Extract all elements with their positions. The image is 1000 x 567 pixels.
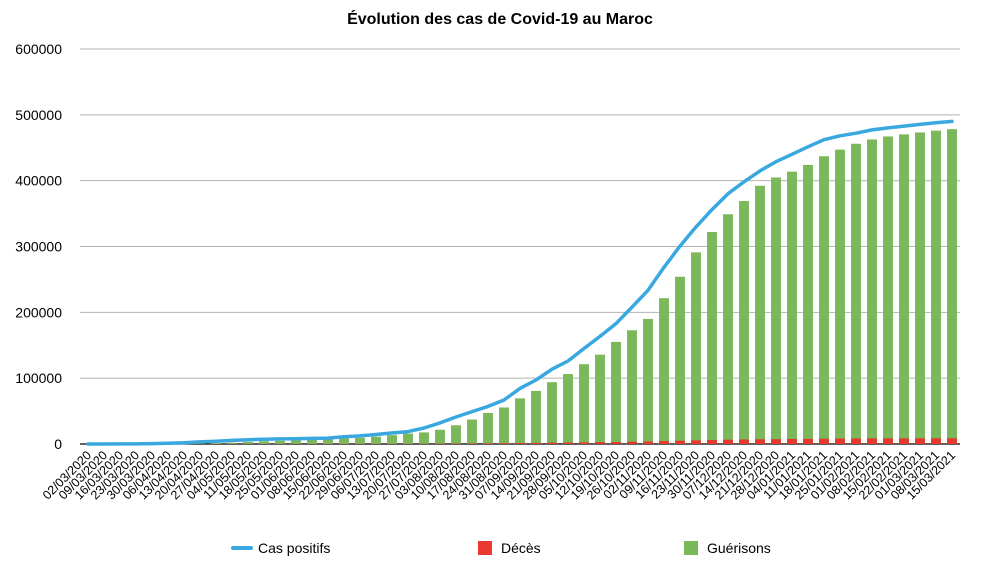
recovered-bar: [275, 440, 285, 444]
recovered-bars: [115, 129, 957, 445]
death-bar: [771, 439, 781, 444]
recovered-bar: [211, 443, 221, 444]
legend-label-cas-positifs: Cas positifs: [258, 540, 330, 556]
y-tick-label: 600000: [15, 41, 62, 57]
recovered-bar: [387, 435, 397, 444]
death-bar: [819, 438, 829, 444]
recovered-bar: [339, 438, 349, 444]
recovered-bar: [579, 364, 589, 444]
recovered-bar: [835, 149, 845, 444]
recovered-bar: [227, 442, 237, 444]
death-bar: [547, 442, 557, 444]
death-bar: [691, 440, 701, 444]
recovered-bar: [723, 214, 733, 444]
recovered-bar: [915, 132, 925, 444]
death-bar: [947, 438, 957, 444]
recovered-bar: [307, 439, 317, 444]
death-bar: [627, 441, 637, 444]
recovered-bar: [435, 429, 445, 444]
death-bar: [515, 442, 525, 444]
recovered-bar: [515, 398, 525, 444]
recovered-bar: [707, 231, 717, 444]
y-tick-label: 300000: [15, 239, 62, 255]
recovered-bar: [291, 440, 301, 444]
recovered-bar: [563, 374, 573, 444]
death-bar: [483, 443, 493, 444]
death-bar: [579, 442, 589, 444]
recovered-bar: [883, 136, 893, 444]
recovered-bar: [771, 177, 781, 444]
recovered-bar: [851, 143, 861, 444]
chart-title: Évolution des cas de Covid-19 au Maroc: [347, 9, 653, 28]
death-bar: [499, 443, 509, 444]
recovered-bar: [739, 200, 749, 444]
recovered-bar: [323, 438, 333, 444]
death-bar: [659, 441, 669, 444]
death-bar: [707, 440, 717, 444]
recovered-bar: [547, 382, 557, 444]
recovered-bar: [243, 441, 253, 444]
recovered-bar: [467, 419, 477, 444]
recovered-bar: [931, 130, 941, 444]
death-bar: [563, 442, 573, 444]
recovered-bar: [419, 432, 429, 444]
cases-line-group: [86, 119, 954, 446]
recovered-bar: [371, 436, 381, 444]
death-bar: [739, 439, 749, 444]
recovered-bar: [675, 276, 685, 444]
death-bar: [867, 438, 877, 444]
legend-label-guerisons: Guérisons: [707, 540, 771, 556]
recovered-bar: [531, 390, 541, 444]
death-bar: [931, 438, 941, 444]
recovered-bar: [659, 298, 669, 444]
death-bar: [851, 438, 861, 444]
death-bar: [883, 438, 893, 444]
recovered-bar: [803, 164, 813, 444]
y-tick-label: 500000: [15, 107, 62, 123]
death-bar: [803, 438, 813, 444]
y-tick-label: 400000: [15, 173, 62, 189]
recovered-bar: [947, 129, 957, 444]
recovered-bar: [355, 437, 365, 444]
recovered-bar: [595, 354, 605, 444]
recovered-bar: [483, 412, 493, 444]
recovered-bar: [403, 433, 413, 444]
recovered-bar: [499, 407, 509, 444]
y-tick-label: 200000: [15, 304, 62, 320]
y-axis: 600000 500000 400000 300000 200000 100000 0: [15, 41, 62, 452]
legend-label-deces: Décès: [501, 540, 541, 556]
x-axis: 02/03/202009/03/202016/03/202023/03/2020…: [40, 448, 958, 502]
recovered-bar: [819, 156, 829, 444]
death-bar: [787, 438, 797, 444]
death-bar: [467, 443, 477, 444]
recovered-bar: [643, 318, 653, 444]
recovered-bar: [899, 134, 909, 444]
death-bar: [899, 438, 909, 444]
deaths-bars: [115, 438, 957, 444]
legend: Cas positifs Décès Guérisons: [231, 540, 771, 556]
death-bar: [675, 440, 685, 444]
death-bar: [595, 442, 605, 444]
death-bar: [531, 442, 541, 444]
legend-swatch-deces: [478, 541, 492, 555]
death-bar: [611, 441, 621, 444]
cases-line: [86, 119, 954, 446]
death-bar: [835, 438, 845, 444]
recovered-bar: [755, 185, 765, 445]
recovered-bar: [691, 252, 701, 444]
legend-swatch-guerisons: [684, 541, 698, 555]
death-bar: [723, 439, 733, 444]
recovered-bar: [867, 139, 877, 445]
y-tick-label: 100000: [15, 370, 62, 386]
recovered-bar: [787, 171, 797, 444]
death-bar: [755, 439, 765, 444]
death-bar: [915, 438, 925, 444]
y-tick-label: 0: [54, 436, 62, 452]
recovered-bar: [259, 441, 269, 444]
recovered-bar: [627, 330, 637, 444]
death-bar: [643, 441, 653, 444]
recovered-bar: [611, 341, 621, 444]
recovered-bar: [451, 425, 461, 444]
